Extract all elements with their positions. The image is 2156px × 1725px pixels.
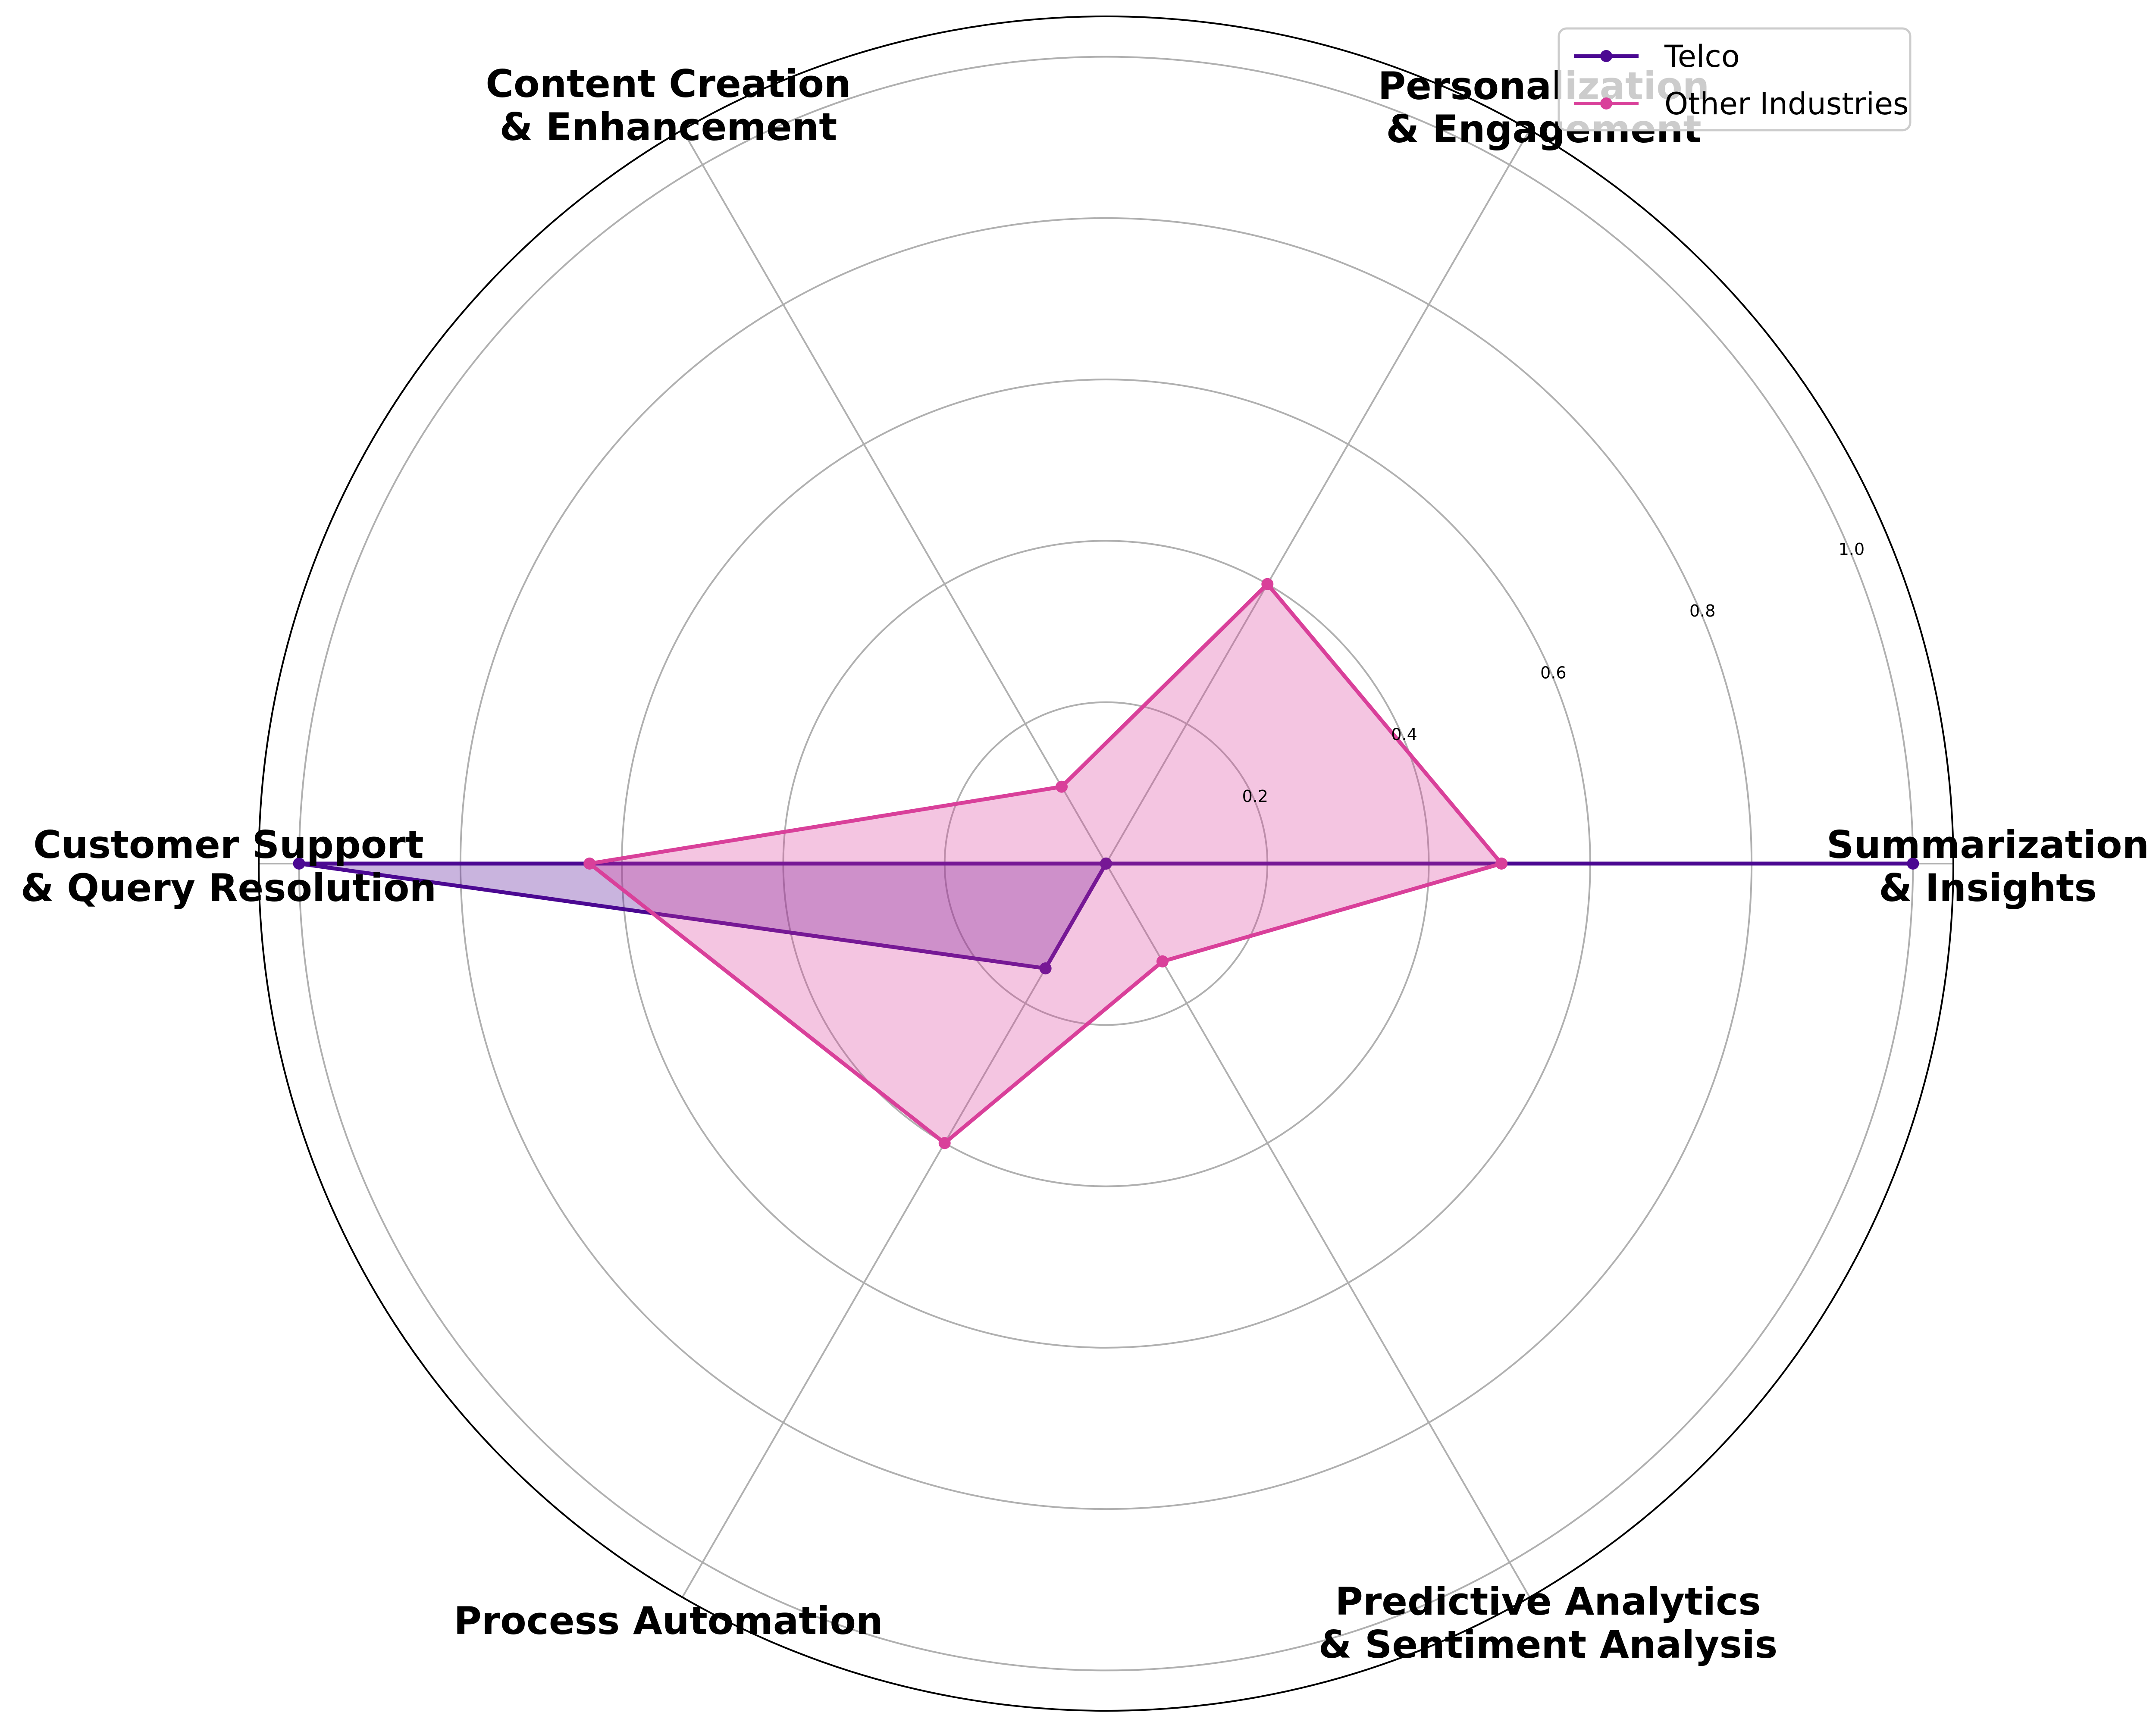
data-point-telco-6 bbox=[1100, 858, 1112, 870]
data-point-telco-1 bbox=[1907, 858, 1919, 870]
legend-label-other-industries: Other Industries bbox=[1664, 86, 1909, 122]
legend-box bbox=[1557, 27, 1912, 131]
category-label-5: Process Automation bbox=[454, 1599, 883, 1643]
data-point-other-industries-4 bbox=[583, 858, 596, 870]
category-label-line: Predictive Analytics bbox=[1335, 1579, 1761, 1624]
data-point-other-industries-1 bbox=[1495, 858, 1507, 870]
category-label-line: Summarization bbox=[1827, 823, 2149, 867]
legend: Telco Other Industries bbox=[1557, 27, 1912, 131]
series-line-telco bbox=[297, 861, 1915, 971]
radial-tick-labels: 0.2 0.4 0.6 0.8 1.0 bbox=[1242, 540, 1865, 806]
radial-tick-label-1: 0.2 bbox=[1242, 787, 1268, 806]
spoke-5 bbox=[681, 863, 1107, 1598]
legend-marker-telco bbox=[1600, 50, 1612, 62]
category-label-6: Predictive Analytics & Sentiment Analysis bbox=[1319, 1579, 1778, 1667]
series-area-telco bbox=[299, 864, 1913, 969]
category-label-line: & Insights bbox=[1879, 866, 2096, 910]
series-layer bbox=[293, 578, 1919, 1149]
category-label-line: Content Creation bbox=[486, 62, 851, 106]
category-label-4: Customer Support & Query Resolution bbox=[21, 823, 436, 910]
radial-tick-label-3: 0.6 bbox=[1540, 663, 1566, 682]
data-point-telco-4 bbox=[293, 858, 305, 870]
radial-tick-label-5: 1.0 bbox=[1839, 540, 1865, 559]
radial-tick-label-2: 0.4 bbox=[1391, 725, 1417, 744]
spoke-2 bbox=[1105, 129, 1531, 864]
category-label-line: & Enhancement bbox=[500, 105, 837, 149]
category-label-line: Customer Support bbox=[33, 823, 423, 867]
data-point-other-industries-6 bbox=[1156, 955, 1169, 967]
radial-tick-label-4: 0.8 bbox=[1689, 601, 1715, 620]
category-label-line: & Sentiment Analysis bbox=[1319, 1622, 1778, 1667]
category-label-line: Process Automation bbox=[454, 1599, 883, 1643]
legend-marker-other-industries bbox=[1600, 97, 1612, 110]
series-area-other-industries bbox=[589, 584, 1501, 1143]
category-label-3: Content Creation & Enhancement bbox=[486, 62, 851, 149]
data-point-telco-5 bbox=[1039, 962, 1052, 975]
data-point-other-industries-2 bbox=[1261, 578, 1274, 590]
data-point-other-industries-3 bbox=[1056, 780, 1068, 793]
spoke-3 bbox=[681, 129, 1107, 864]
category-label-1: Summarization & Insights bbox=[1827, 823, 2149, 910]
data-point-other-industries-5 bbox=[938, 1137, 951, 1149]
category-label-line: & Query Resolution bbox=[21, 866, 436, 910]
spoke-6 bbox=[1105, 863, 1531, 1598]
legend-label-telco: Telco bbox=[1664, 39, 1740, 74]
outer-frame bbox=[258, 16, 1954, 1712]
